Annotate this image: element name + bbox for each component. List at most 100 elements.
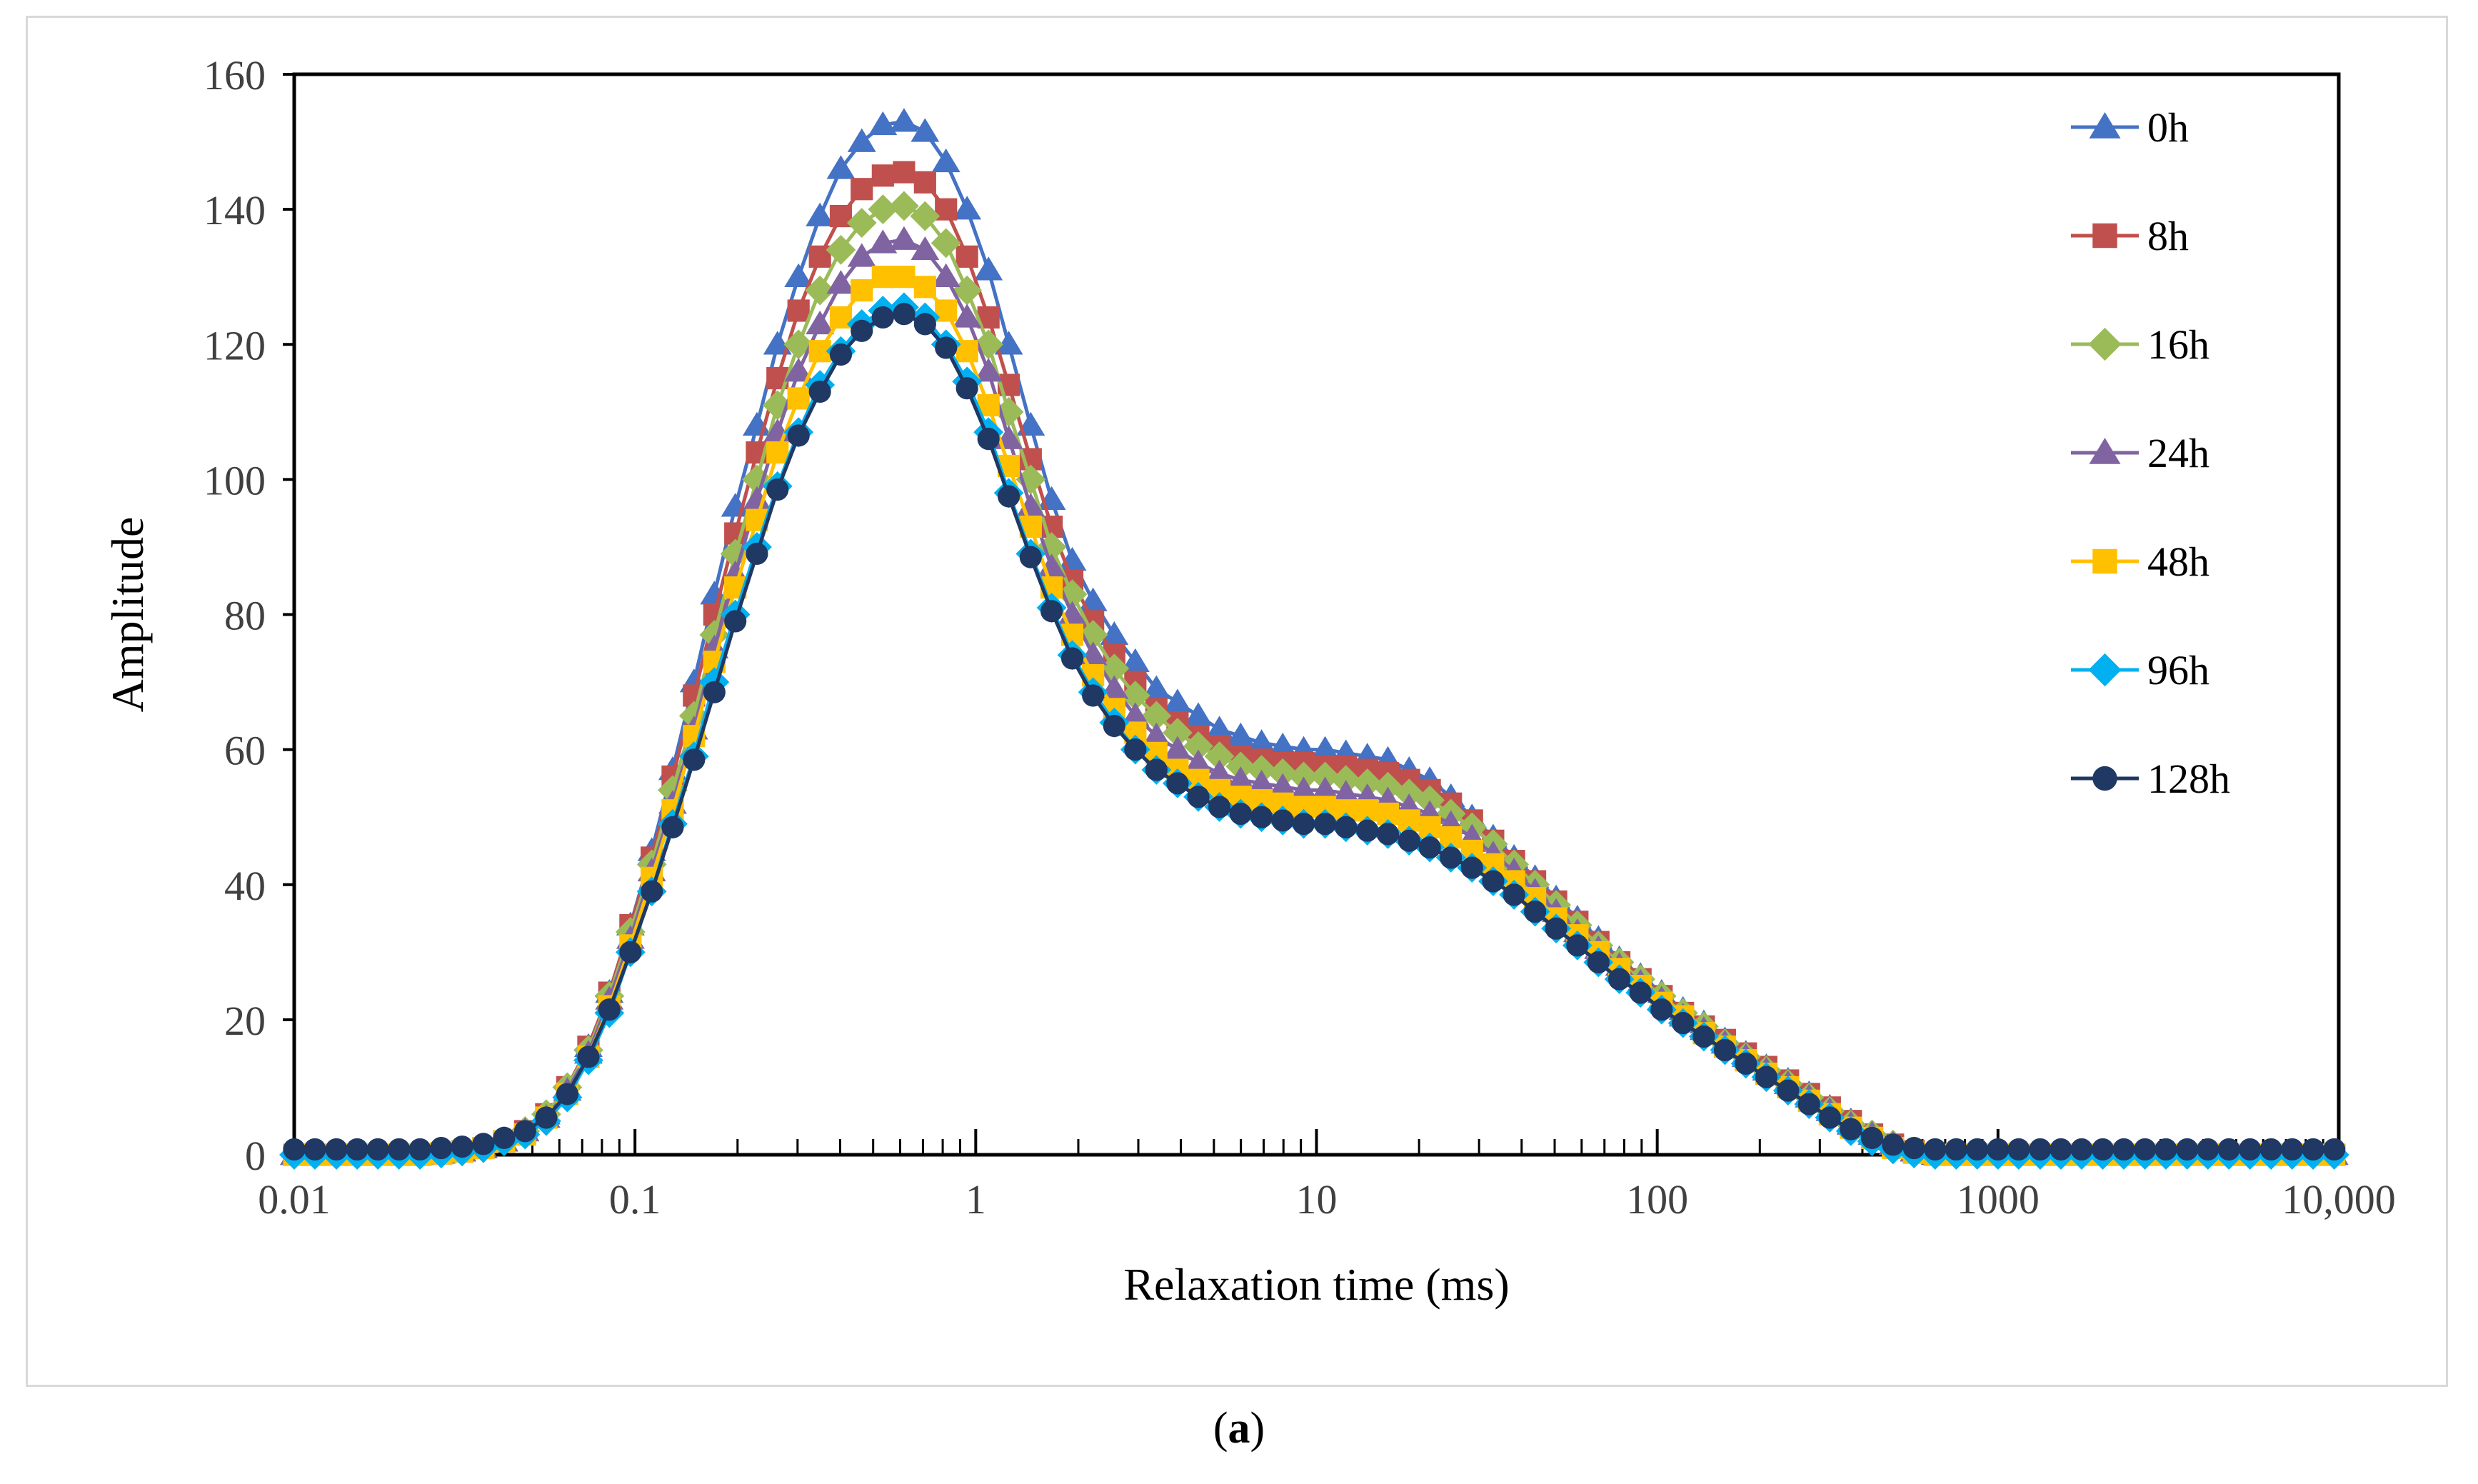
data-point-128h bbox=[1545, 917, 1567, 940]
data-point-48h bbox=[913, 276, 936, 299]
data-point-128h bbox=[1482, 870, 1505, 893]
data-point-128h bbox=[1398, 829, 1420, 852]
data-point-128h bbox=[724, 610, 747, 633]
data-point-128h bbox=[1356, 819, 1379, 842]
data-point-128h bbox=[661, 816, 684, 838]
data-point-128h bbox=[2134, 1138, 2157, 1161]
legend: 0h 8h 16h 24h 48h 96h 128h bbox=[2071, 104, 2230, 802]
data-point-128h bbox=[641, 880, 663, 903]
data-point-0h bbox=[1226, 722, 1255, 746]
data-point-128h bbox=[1271, 809, 1294, 832]
data-point-128h bbox=[451, 1135, 473, 1158]
data-point-128h bbox=[935, 336, 958, 359]
data-point-128h bbox=[2007, 1138, 2030, 1161]
data-point-128h bbox=[1797, 1093, 1820, 1115]
data-point-128h bbox=[1460, 856, 1483, 879]
data-point-128h bbox=[1166, 772, 1189, 795]
data-point-0h bbox=[1163, 688, 1192, 713]
data-point-128h bbox=[2239, 1138, 2262, 1161]
legend-item-8h: 8h bbox=[2071, 213, 2189, 259]
legend-label: 48h bbox=[2147, 538, 2209, 585]
data-point-16h bbox=[868, 194, 898, 225]
data-point-128h bbox=[2112, 1138, 2135, 1161]
data-point-0h bbox=[931, 148, 960, 173]
data-point-128h bbox=[2176, 1138, 2199, 1161]
relaxation-time-chart: 0 20 40 60 80 100 120 140 160 0.01 0.1 1 10 100 1000 10… bbox=[102, 52, 2396, 1310]
data-point-0h bbox=[700, 581, 729, 605]
caption-letter: a bbox=[1228, 1404, 1250, 1453]
data-point-128h bbox=[829, 343, 853, 366]
data-point-24h bbox=[1142, 722, 1171, 746]
y-tick-label: 160 bbox=[204, 52, 266, 99]
data-point-128h bbox=[1124, 738, 1147, 761]
data-point-128h bbox=[388, 1138, 411, 1161]
data-point-128h bbox=[913, 313, 936, 336]
data-point-128h bbox=[325, 1138, 348, 1161]
data-point-48h bbox=[893, 266, 916, 289]
legend-item-128h: 128h bbox=[2071, 756, 2230, 802]
series-24h bbox=[280, 226, 2349, 1165]
data-point-24h bbox=[974, 358, 1003, 382]
data-point-16h bbox=[1120, 681, 1150, 711]
data-point-128h bbox=[1229, 802, 1252, 826]
data-point-128h bbox=[1945, 1138, 1967, 1161]
data-point-8h bbox=[955, 245, 978, 268]
data-point-128h bbox=[2029, 1138, 2052, 1161]
data-point-24h bbox=[1289, 776, 1318, 801]
x-axis-title: Relaxation time (ms) bbox=[1123, 1259, 1509, 1310]
legend-item-24h: 24h bbox=[2071, 430, 2209, 476]
legend-label: 24h bbox=[2147, 430, 2209, 476]
series-48h bbox=[283, 266, 2346, 1166]
data-point-128h bbox=[746, 542, 768, 565]
data-point-128h bbox=[1735, 1052, 1757, 1075]
data-point-16h bbox=[1183, 731, 1213, 761]
data-point-128h bbox=[1566, 934, 1589, 957]
data-point-0h bbox=[1120, 648, 1150, 672]
data-point-16h bbox=[930, 228, 961, 259]
data-point-0h bbox=[763, 331, 792, 355]
data-point-128h bbox=[1587, 951, 1610, 974]
data-point-24h bbox=[1163, 736, 1192, 760]
data-point-24h bbox=[911, 236, 940, 261]
y-tick-label: 40 bbox=[224, 863, 266, 909]
data-point-8h bbox=[871, 164, 894, 187]
data-point-16h bbox=[826, 234, 856, 265]
data-point-24h bbox=[826, 270, 856, 294]
data-point-128h bbox=[2302, 1138, 2324, 1161]
data-point-128h bbox=[493, 1126, 516, 1149]
data-point-128h bbox=[366, 1138, 389, 1161]
data-point-128h bbox=[1292, 813, 1315, 836]
legend-label: 8h bbox=[2147, 213, 2189, 259]
legend-marker bbox=[2092, 766, 2117, 791]
legend-marker bbox=[2092, 223, 2117, 249]
data-point-128h bbox=[598, 998, 621, 1021]
data-point-128h bbox=[955, 377, 978, 400]
data-point-128h bbox=[1672, 1012, 1695, 1035]
data-point-128h bbox=[2091, 1138, 2115, 1161]
data-point-24h bbox=[806, 310, 835, 335]
data-point-0h bbox=[953, 196, 982, 220]
data-point-128h bbox=[1103, 714, 1125, 738]
series-16h bbox=[279, 191, 2349, 1170]
series-0h bbox=[280, 108, 2349, 1165]
data-point-128h bbox=[1692, 1025, 1715, 1048]
data-point-0h bbox=[784, 263, 813, 287]
legend-label: 128h bbox=[2147, 756, 2230, 802]
data-point-128h bbox=[1250, 806, 1273, 828]
data-point-128h bbox=[703, 681, 726, 703]
data-point-128h bbox=[1713, 1038, 1737, 1062]
data-point-128h bbox=[1208, 796, 1231, 818]
data-point-16h bbox=[1141, 701, 1172, 731]
legend-label: 96h bbox=[2147, 647, 2209, 693]
y-tick-label: 20 bbox=[224, 998, 266, 1044]
legend-marker bbox=[2088, 653, 2122, 687]
data-point-16h bbox=[720, 538, 751, 569]
y-tick-label: 120 bbox=[204, 322, 266, 369]
data-point-128h bbox=[1376, 823, 1400, 846]
data-point-128h bbox=[1902, 1136, 1925, 1160]
legend-marker bbox=[2089, 438, 2121, 464]
data-point-0h bbox=[1184, 702, 1213, 726]
data-point-128h bbox=[1629, 981, 1652, 1004]
x-tick-label: 10,000 bbox=[2282, 1176, 2396, 1223]
data-point-128h bbox=[283, 1138, 306, 1161]
